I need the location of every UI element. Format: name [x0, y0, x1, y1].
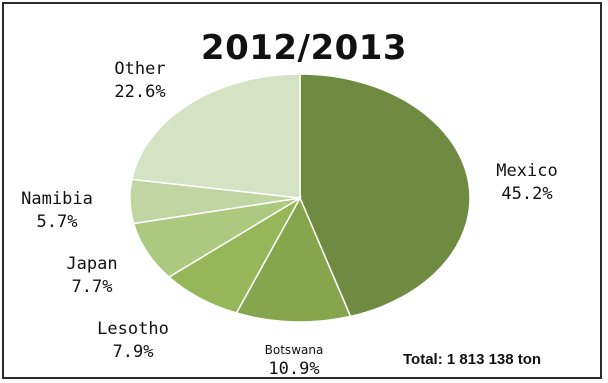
- label-japan-pct: 7.7%: [71, 277, 113, 297]
- label-lesotho-pct: 7.9%: [112, 342, 154, 362]
- label-namibia-pct: 5.7%: [36, 212, 78, 232]
- label-botswana-name: Botswana: [264, 343, 324, 357]
- label-mexico: Mexico 45.2%: [482, 160, 572, 206]
- label-namibia: Namibia 5.7%: [14, 188, 100, 234]
- label-lesotho-name: Lesotho: [97, 319, 169, 339]
- label-other-name: Other: [114, 59, 166, 79]
- label-japan: Japan 7.7%: [52, 253, 132, 299]
- pie-slice-other: [131, 73, 301, 199]
- pie-slice-botswana: [235, 196, 352, 323]
- label-mexico-name: Mexico: [496, 161, 558, 181]
- pie-slice-mexico: [299, 73, 471, 318]
- label-lesotho: Lesotho 7.9%: [90, 318, 176, 364]
- label-mexico-pct: 45.2%: [501, 184, 553, 204]
- chart-title: 2012/2013: [200, 28, 408, 68]
- label-botswana: Botswana 10.9%: [256, 342, 332, 381]
- label-japan-name: Japan: [66, 254, 118, 274]
- label-botswana-pct: 10.9%: [268, 359, 320, 379]
- label-other-pct: 22.6%: [114, 82, 166, 102]
- total-annotation: Total: 1 813 138 ton: [403, 351, 542, 368]
- label-namibia-name: Namibia: [21, 189, 93, 209]
- label-other: Other 22.6%: [100, 58, 180, 104]
